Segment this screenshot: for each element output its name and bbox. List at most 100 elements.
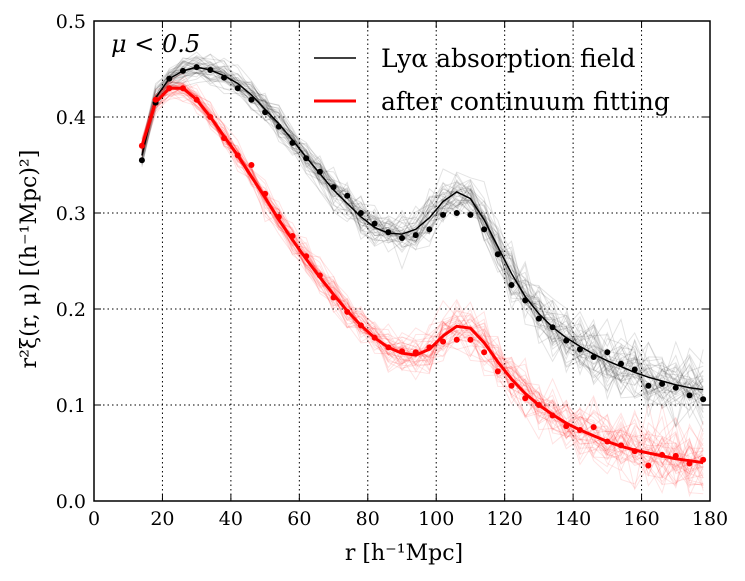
mock-realizations-black [141,51,704,432]
data-point-red [576,426,583,433]
mock-line [141,55,704,399]
data-point-black [535,315,542,322]
data-point-black [166,75,173,82]
x-tick-label: 160 [623,508,659,530]
data-point-red [645,462,652,469]
grid [94,21,710,501]
y-tick-label: 0.1 [56,395,86,417]
mock-line [141,61,704,396]
mock-line [141,77,704,487]
data-point-black [631,366,638,373]
data-point-red [508,382,515,389]
mock-line [141,91,704,491]
data-point-red [166,85,173,92]
data-point-black [481,226,488,233]
data-point-red [221,135,228,142]
data-point-black [700,396,707,403]
mock-line [141,82,704,489]
legend-label-red: after continuum fitting [381,87,670,116]
data-point-black [494,251,501,258]
data-point-red [344,308,351,315]
data-point-red [659,451,666,458]
data-point-red [385,344,392,351]
data-point-black [440,211,447,218]
ticks: 0 20 40 60 80 100 120 140 160 180 0.0 0.1 0.2 0.3 0.4 0… [56,11,728,530]
x-tick-label: 80 [356,508,380,530]
mock-line [141,60,704,387]
mock-line [141,68,704,426]
data-point-red [303,253,310,260]
data-point-black [248,96,255,103]
data-point-black [549,324,556,331]
data-point-red [563,423,570,430]
data-point-red [700,456,707,463]
data-point-red [631,448,638,455]
data-point-red [426,344,433,351]
mock-line [141,60,704,428]
mock-line [141,67,704,428]
data-point-red [262,190,269,197]
legend-label-black: Lyα absorption field [381,44,635,73]
data-point-black [508,282,515,288]
data-point-red [481,349,488,356]
mock-line [141,57,704,428]
mock-line [141,51,704,410]
data-point-black [576,346,583,353]
y-axis-label: r²ξ(r, μ) [(h⁻¹Mpc)²] [17,150,42,369]
data-point-black [303,155,310,162]
data-point-red [399,348,405,355]
data-point-red [357,322,364,329]
data-point-red [590,424,597,431]
x-tick-label: 40 [219,508,243,530]
data-point-black [330,184,337,191]
data-point-black [522,297,529,304]
data-point-black [426,226,433,233]
mock-line [141,80,704,419]
data-point-red [549,412,556,419]
data-point-black [234,85,241,92]
mock-line [141,66,704,387]
data-point-black [412,232,419,239]
data-point-red [316,272,323,279]
mock-line [141,84,704,484]
data-point-red [193,96,200,103]
data-point-red [535,402,542,408]
mock-line [141,78,704,490]
y-tick-label: 0.3 [56,203,86,225]
data-point-red [672,452,679,459]
data-point-black [138,157,145,164]
data-point-black [344,192,351,199]
data-point-black [590,354,597,360]
data-point-red [234,152,241,159]
annotation-mu: μ < 0.5 [111,30,200,58]
mock-line [141,65,704,425]
mock-line [141,63,704,408]
data-point-red [440,338,447,345]
data-point-black [686,392,693,399]
data-point-black [659,380,666,387]
y-tick-label: 0.2 [56,299,86,321]
data-point-red [371,334,378,341]
x-tick-label: 100 [418,508,454,530]
data-point-black [645,382,652,389]
data-point-red [412,349,419,356]
data-point-black [453,210,460,216]
x-tick-label: 180 [692,508,728,530]
data-point-red [494,368,501,375]
data-point-red [522,395,529,402]
mock-line [141,53,704,399]
data-point-black [467,211,474,218]
mock-line [141,93,704,485]
data-point-black [193,64,200,71]
data-point-black [221,74,228,81]
data-point-red [289,233,296,240]
mock-line [141,89,704,479]
data-point-black [357,210,364,216]
x-tick-label: 0 [88,508,100,530]
x-tick-label: 20 [150,508,174,530]
data-point-red [152,96,159,103]
data-point-red [138,142,145,149]
data-point-red [453,336,460,343]
y-tick-label: 0.5 [56,11,86,33]
